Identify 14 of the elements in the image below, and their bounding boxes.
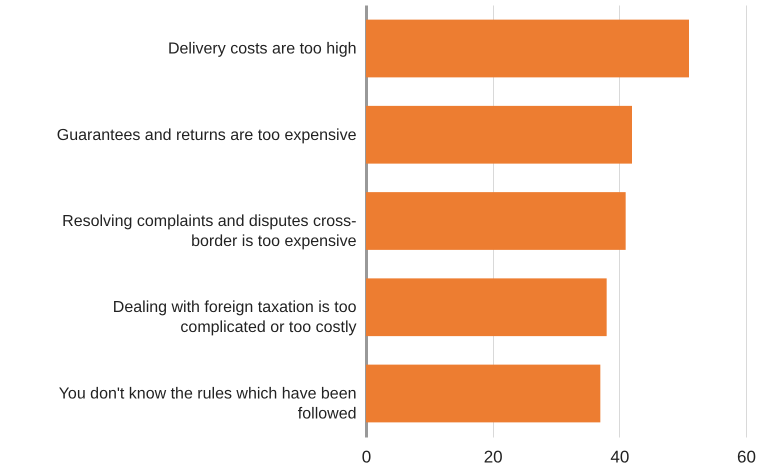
bar — [366, 278, 607, 336]
bar — [366, 106, 632, 164]
y-tick-label: Resolving complaints and disputes cross-border is too expensive — [62, 213, 357, 250]
bar — [366, 192, 626, 250]
y-tick-label: Guarantees and returns are too expensive — [56, 126, 357, 144]
x-tick-label: 40 — [610, 448, 630, 466]
x-tick-label: 0 — [362, 448, 372, 466]
bar — [366, 20, 689, 78]
x-tick-label: 60 — [737, 448, 756, 466]
y-tick-label: Delivery costs are too high — [168, 40, 356, 58]
x-tick-label: 20 — [484, 448, 503, 466]
y-tick-label: You don't know the rules which have been followed — [58, 385, 356, 422]
y-tick-label: Dealing with foreign taxation is too complicated or too costly — [112, 299, 357, 336]
bar — [366, 364, 600, 422]
